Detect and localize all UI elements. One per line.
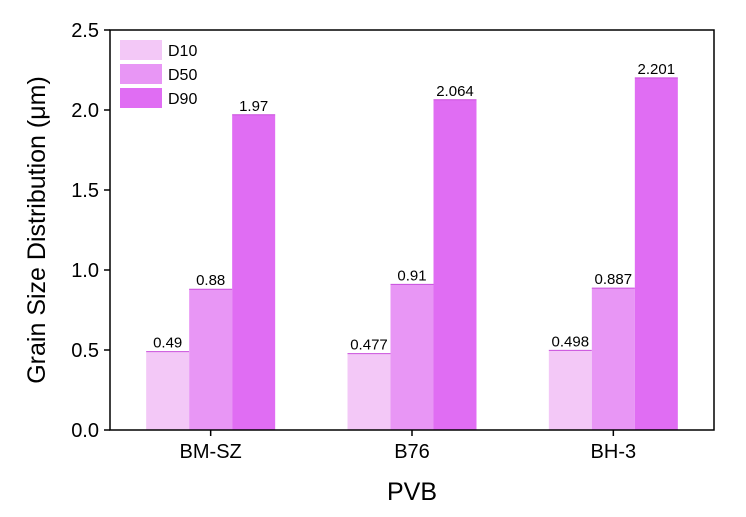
data-label-d50-b76: 0.91 <box>397 267 426 284</box>
bar-d90-bm-sz <box>232 114 276 431</box>
x-tick-label-b76: B76 <box>394 441 430 463</box>
ticks-layer: BM-SZ B76 BH-3 0.0 0.5 1.0 1.5 2.0 2.5 <box>71 20 636 463</box>
data-label-d10-b76: 0.477 <box>350 337 388 354</box>
data-label-d90-bm-sz: 1.97 <box>239 98 268 115</box>
x-axis-title: PVB <box>387 478 437 506</box>
legend-swatch-d10 <box>120 40 162 60</box>
bar-d50-b76 <box>390 284 434 430</box>
y-tick-label: 0.5 <box>71 340 99 362</box>
bars-layer <box>146 77 678 431</box>
legend: D10 D50 D90 <box>120 40 197 108</box>
data-label-d90-bh-3: 2.201 <box>638 61 676 78</box>
data-label-d10-bm-sz: 0.49 <box>153 335 182 352</box>
bar-d10-b76 <box>347 353 391 430</box>
legend-label-d50: D50 <box>168 67 197 84</box>
y-tick-label: 1.0 <box>71 260 99 282</box>
legend-label-d10: D10 <box>168 43 197 60</box>
y-tick-label: 1.5 <box>71 180 99 202</box>
x-tick-label-bm-sz: BM-SZ <box>180 441 242 463</box>
bar-d90-b76 <box>433 99 477 430</box>
bar-d90-bh-3 <box>634 77 678 430</box>
bar-d50-bm-sz <box>189 289 233 430</box>
x-tick-label-bh-3: BH-3 <box>591 441 637 463</box>
data-label-d50-bh-3: 0.887 <box>595 271 633 288</box>
plot-frame <box>109 29 715 431</box>
data-label-d90-b76: 2.064 <box>436 83 474 100</box>
y-tick-label: 2.0 <box>71 100 99 122</box>
data-label-d10-bh-3: 0.498 <box>552 333 590 350</box>
legend-swatch-d50 <box>120 64 162 84</box>
y-tick-label: 2.5 <box>71 20 99 42</box>
bar-d10-bm-sz <box>146 351 190 430</box>
data-label-d50-bm-sz: 0.88 <box>196 272 225 289</box>
data-labels-layer: 0.49 0.88 1.97 0.477 0.91 2.064 0.498 0.887 2.20… <box>153 61 675 354</box>
bar-d50-bh-3 <box>591 288 635 430</box>
y-axis-title: Grain Size Distribution (μm) <box>23 76 51 384</box>
y-tick-label: 0.0 <box>71 420 99 442</box>
bar-d10-bh-3 <box>548 350 592 430</box>
legend-swatch-d90 <box>120 88 162 108</box>
legend-label-d90: D90 <box>168 91 197 108</box>
